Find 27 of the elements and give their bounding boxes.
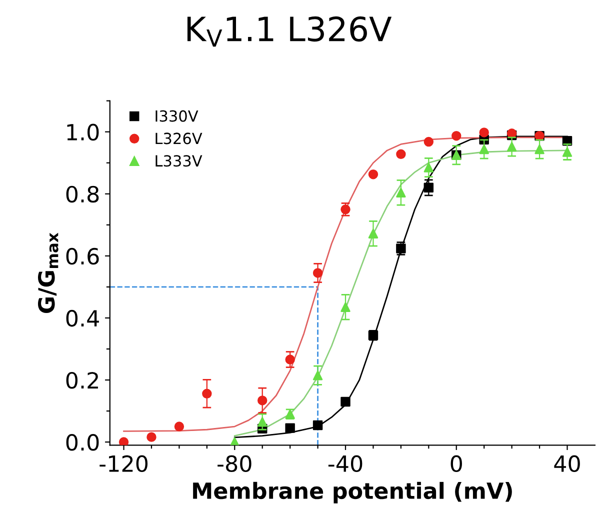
- y-tick-label: 0.8: [66, 186, 99, 203]
- legend-label: L333V: [156, 155, 202, 167]
- y-tick-label: 0.0: [66, 434, 99, 451]
- y-axis-title: G/G$_{max}$: [38, 232, 58, 313]
- point: [118, 437, 129, 446]
- x-tick-label: -120: [100, 455, 148, 472]
- point: [312, 420, 323, 430]
- point: [174, 422, 184, 432]
- x-tick-label: -40: [328, 455, 362, 472]
- point: [479, 128, 489, 138]
- x-axis-title: Membrane potential (mV): [193, 482, 512, 504]
- legend-label: I330V: [156, 110, 198, 122]
- y-tick-label: 0.6: [66, 248, 99, 265]
- y-tick-label: 0.4: [66, 310, 99, 327]
- point: [396, 149, 406, 160]
- point: [452, 131, 462, 141]
- point: [368, 169, 378, 180]
- chart-title: K$_{V}$1.1 L326V: [187, 16, 392, 47]
- legend-label: L326V: [156, 132, 202, 144]
- point: [424, 136, 434, 147]
- point: [146, 432, 156, 442]
- x-tick-label: -80: [218, 455, 252, 472]
- y-tick-label: 0.2: [66, 372, 98, 389]
- x-tick-label: 0: [450, 455, 462, 472]
- x-tick-label: 40: [554, 455, 580, 472]
- y-tick-label: 1.0: [67, 124, 99, 141]
- point: [285, 423, 295, 433]
